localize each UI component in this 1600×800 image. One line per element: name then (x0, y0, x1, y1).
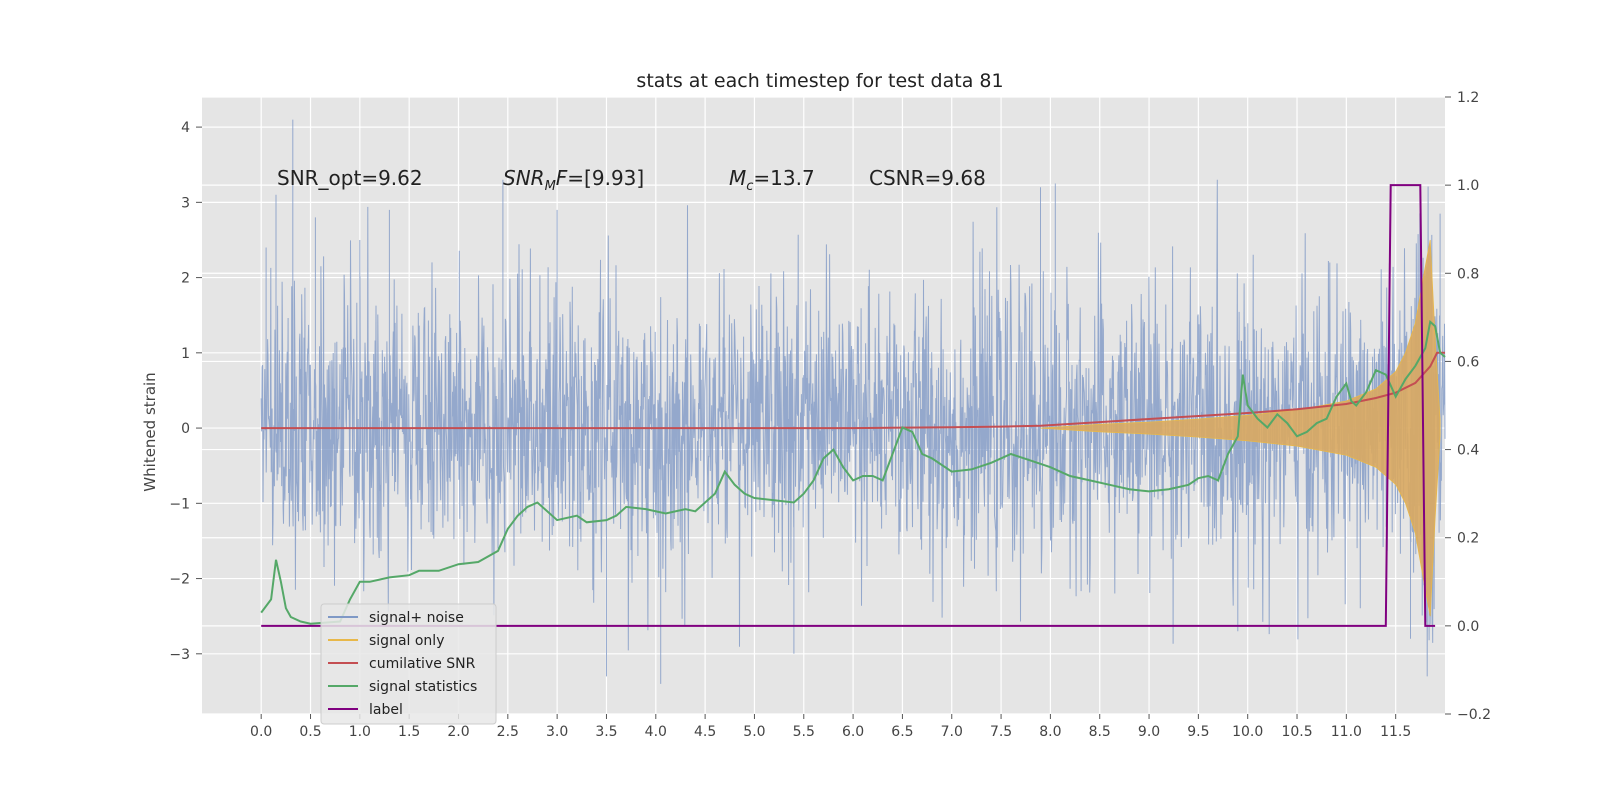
x-tick-label: 3.0 (546, 724, 568, 740)
y-tick-label: −3 (169, 647, 190, 663)
y-tick-label: 3 (181, 195, 190, 211)
legend-label: signal only (369, 633, 444, 649)
x-tick-label: 10.0 (1232, 724, 1263, 740)
legend-label: signal+ noise (369, 610, 464, 626)
x-tick-label: 4.0 (645, 724, 667, 740)
x-tick-label: 2.0 (447, 724, 469, 740)
y-tick-label: −2 (169, 572, 190, 588)
x-tick-label: 0.0 (250, 724, 272, 740)
legend-label: signal statistics (369, 679, 477, 695)
x-tick-label: 4.5 (694, 724, 716, 740)
legend-label: cumilative SNR (369, 656, 476, 672)
signal-noise-line (260, 119, 1446, 684)
y2-tick-label: 0.4 (1457, 443, 1479, 459)
annotation-text: SNR_opt=9.62 (277, 166, 423, 190)
x-tick-label: 3.5 (595, 724, 617, 740)
y2-tick-label: 0.0 (1457, 619, 1479, 635)
x-tick-label: 1.5 (398, 724, 420, 740)
legend-label: label (369, 702, 403, 718)
x-tick-label: 11.5 (1380, 724, 1411, 740)
x-tick-label: 9.0 (1138, 724, 1160, 740)
y2-tick-label: 1.2 (1457, 90, 1479, 106)
chart-title: stats at each timestep for test data 81 (636, 70, 1003, 92)
y-tick-label: 2 (181, 271, 190, 287)
x-tick-label: 2.5 (497, 724, 519, 740)
annotation-text: Mc=13.7 (729, 166, 815, 194)
y-axis-label: Whitened strain (141, 372, 159, 491)
y-tick-label: 0 (181, 421, 190, 437)
legend: signal+ noise signal only cumilative SNR si… (320, 603, 497, 725)
y-tick-label: 1 (181, 346, 190, 362)
signal-statistics-line (260, 319, 1446, 625)
y2-tick-label: −0.2 (1457, 707, 1491, 723)
label-line (261, 184, 1436, 627)
y2-tick-label: 0.6 (1457, 354, 1479, 370)
x-tick-label: 7.5 (990, 724, 1012, 740)
x-tick-label: 8.0 (1039, 724, 1061, 740)
x-tick-label: 6.5 (891, 724, 913, 740)
x-tick-label: 5.5 (793, 724, 815, 740)
y2-tick-label: 0.8 (1457, 266, 1479, 282)
x-tick-label: 1.0 (349, 724, 371, 740)
y-tick-label: −1 (169, 496, 190, 512)
x-tick-label: 5.0 (743, 724, 765, 740)
y2-tick-label: 0.2 (1457, 531, 1479, 547)
annotation-text: CSNR=9.68 (869, 166, 986, 190)
x-tick-label: 0.5 (299, 724, 321, 740)
x-tick-label: 11.0 (1331, 724, 1362, 740)
y2-tick-label: 1.0 (1457, 178, 1479, 194)
x-tick-label: 10.5 (1281, 724, 1312, 740)
x-tick-label: 9.5 (1187, 724, 1209, 740)
x-tick-label: 6.0 (842, 724, 864, 740)
annotation-text: SNRMF=[9.93] (503, 166, 644, 194)
y-tick-label: 4 (181, 120, 190, 136)
x-tick-label: 8.5 (1089, 724, 1111, 740)
x-tick-label: 7.0 (941, 724, 963, 740)
cumulative-snr-line (261, 351, 1445, 430)
legend-box (320, 603, 497, 725)
